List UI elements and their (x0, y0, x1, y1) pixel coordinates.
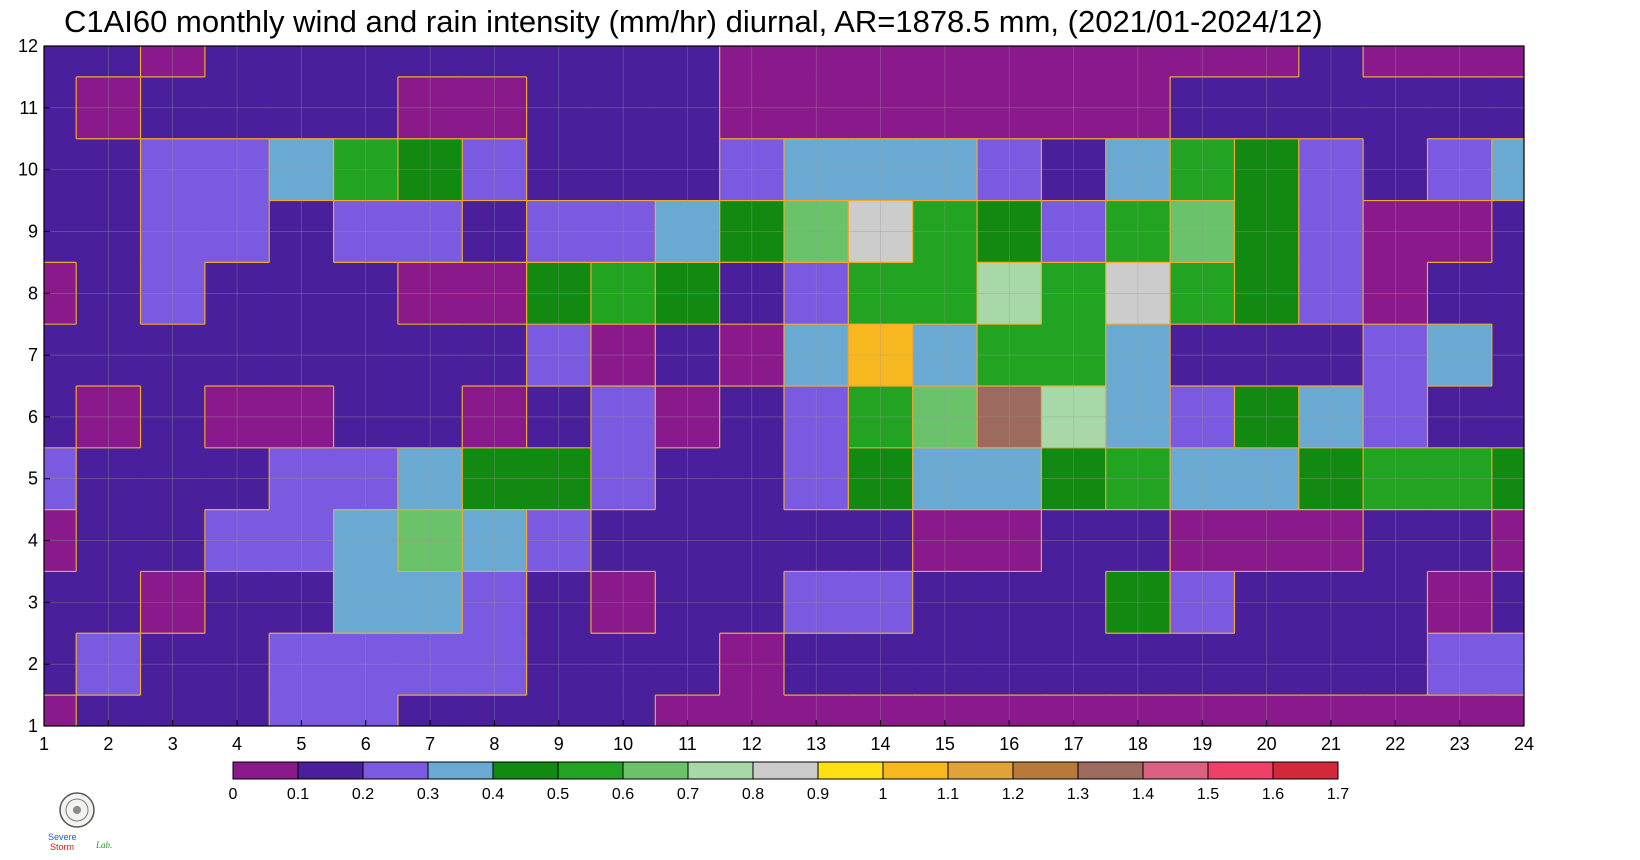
heatmap-cell (43, 45, 77, 78)
colorbar-swatch (1142, 761, 1209, 780)
colorbar-label: 0.9 (807, 786, 829, 803)
colorbar-label: 1.5 (1197, 786, 1219, 803)
heatmap-cell (1491, 694, 1525, 727)
x-tick-label: 9 (554, 734, 564, 754)
x-tick-label: 8 (489, 734, 499, 754)
x-tick-label: 5 (296, 734, 306, 754)
x-tick-label: 6 (361, 734, 371, 754)
x-tick-label: 16 (999, 734, 1019, 754)
y-tick-label: 2 (28, 654, 38, 674)
logo-text-lab: Lab. (95, 840, 112, 850)
colorbar-label: 0.8 (742, 786, 764, 803)
colorbar-swatch (297, 761, 364, 780)
x-tick-label: 19 (1192, 734, 1212, 754)
colorbar-swatch (362, 761, 429, 780)
x-tick-label: 22 (1385, 734, 1405, 754)
x-tick-label: 11 (678, 734, 697, 754)
x-tick-label: 20 (1257, 734, 1277, 754)
colorbar-swatch (752, 761, 819, 780)
colorbar-label: 0.6 (612, 786, 634, 803)
heatmap-cell (43, 694, 77, 727)
colorbar-label: 0.3 (417, 786, 439, 803)
y-tick-label: 5 (28, 469, 38, 489)
colorbar-label: 0.4 (482, 786, 504, 803)
colorbar: 0 0.1 0.2 0.3 0.4 0.5 0.6 0.7 0.8 0.9 1 1.1 1.2 1.3 1.… (229, 761, 1349, 803)
colorbar-label: 0 (229, 786, 238, 803)
y-tick-label: 12 (18, 36, 38, 56)
colorbar-swatch (557, 761, 624, 780)
x-tick-label: 3 (168, 734, 178, 754)
x-tick-label: 21 (1321, 734, 1341, 754)
y-tick-label: 1 (28, 716, 38, 736)
y-tick-label: 10 (18, 160, 38, 180)
x-tick-label: 18 (1128, 734, 1148, 754)
x-tick-label: 17 (1064, 734, 1084, 754)
x-tick-label: 12 (742, 734, 762, 754)
heatmap-cell (1491, 45, 1525, 78)
y-tick-label: 4 (28, 531, 38, 551)
colorbar-swatch (1272, 761, 1339, 780)
colorbar-swatch (947, 761, 1014, 780)
x-tick-label: 4 (232, 734, 242, 754)
colorbar-label: 1.1 (937, 786, 959, 803)
storm-lab-logo: Severe Storm Lab. (46, 790, 118, 852)
colorbar-label: 0.1 (287, 786, 309, 803)
x-tick-label: 7 (425, 734, 435, 754)
x-tick-label: 23 (1450, 734, 1470, 754)
colorbar-swatch (232, 761, 299, 780)
colorbar-label: 0.7 (677, 786, 699, 803)
colorbar-swatch (1012, 761, 1079, 780)
x-tick-label: 2 (103, 734, 113, 754)
colorbar-label: 1.7 (1327, 786, 1349, 803)
chart-title: C1AI60 monthly wind and rain intensity (… (64, 4, 1323, 39)
logo-text-severe: Severe (48, 832, 77, 842)
x-tick-label: 24 (1514, 734, 1534, 754)
colorbar-label: 0.5 (547, 786, 569, 803)
colorbar-label: 1.2 (1002, 786, 1024, 803)
y-tick-label: 9 (28, 221, 38, 241)
x-tick-label: 15 (935, 734, 955, 754)
colorbar-label: 0.2 (352, 786, 374, 803)
plot-frame (43, 45, 1525, 727)
colorbar-label: 1.6 (1262, 786, 1284, 803)
y-tick-label: 3 (28, 592, 38, 612)
colorbar-label: 1.4 (1132, 786, 1154, 803)
colorbar-swatch (622, 761, 689, 780)
colorbar-swatch (817, 761, 884, 780)
colorbar-swatch (687, 761, 754, 780)
x-tick-label: 1 (39, 734, 49, 754)
colorbar-swatch (882, 761, 949, 780)
logo-text-storm: Storm (50, 842, 74, 852)
colorbar-label: 1.3 (1067, 786, 1089, 803)
colorbar-swatch (1207, 761, 1274, 780)
colorbar-swatch (492, 761, 559, 780)
y-tick-label: 11 (19, 98, 38, 118)
y-tick-label: 6 (28, 407, 38, 427)
y-tick-label: 8 (28, 283, 38, 303)
colorbar-label: 1 (879, 786, 888, 803)
x-tick-label: 13 (806, 734, 826, 754)
x-tick-label: 14 (871, 734, 891, 754)
x-axis-ticks: 1 2 3 4 5 6 7 8 9 10 11 12 13 14 15 16 17 18 19 20 21 22 23 24 (39, 720, 1534, 754)
colorbar-swatch (427, 761, 494, 780)
colorbar-swatch (1077, 761, 1144, 780)
y-tick-label: 7 (28, 345, 38, 365)
x-tick-label: 10 (613, 734, 633, 754)
